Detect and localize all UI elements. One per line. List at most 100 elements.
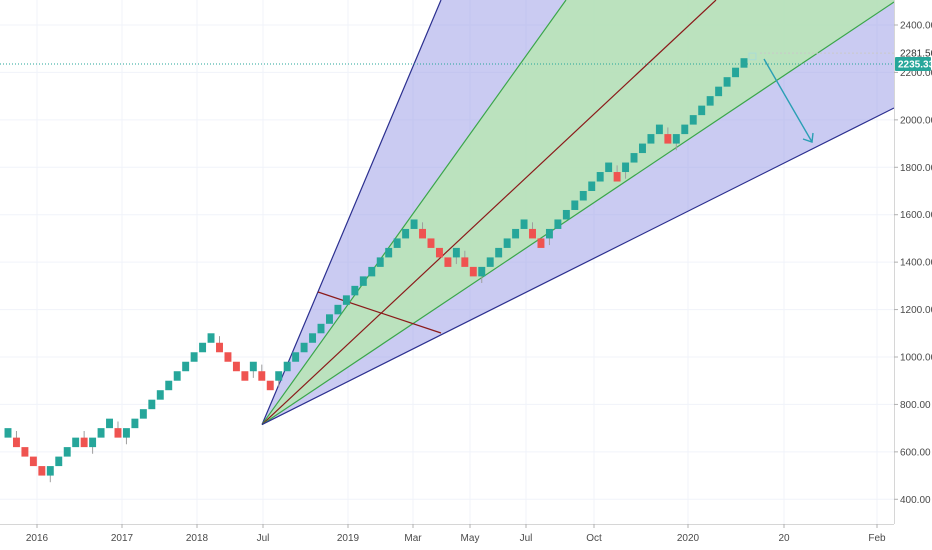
x-tick-label: Jul xyxy=(257,533,270,544)
fan-line-center[interactable] xyxy=(261,0,717,426)
y-axis[interactable]: 400.00 600.00 800.00 1000.00 1200.00 1400.00 1… xyxy=(894,0,932,550)
overlays xyxy=(0,52,894,143)
renko-brick-up xyxy=(351,285,359,296)
renko-brick-up xyxy=(596,172,604,182)
renko-brick-up xyxy=(495,247,503,258)
renko-bricks xyxy=(4,52,757,483)
fan-line-upper-outer[interactable] xyxy=(261,0,442,425)
renko-brick-up xyxy=(740,58,748,68)
renko-brick-down xyxy=(232,361,240,372)
renko-brick-up xyxy=(605,162,613,173)
y-tick-label: 1800.00 xyxy=(900,163,932,174)
renko-brick-up xyxy=(317,323,325,334)
last-price-badge-text: 2235.33 xyxy=(898,60,932,71)
renko-brick-up xyxy=(165,380,173,391)
renko-brick-up xyxy=(410,219,418,229)
renko-brick-up xyxy=(55,456,63,467)
renko-brick-up xyxy=(520,219,528,229)
renko-brick-up xyxy=(503,238,511,248)
renko-brick-down xyxy=(29,456,37,467)
renko-brick-up xyxy=(106,418,113,429)
x-tick-label: 20 xyxy=(778,533,790,544)
x-tick-label: Oct xyxy=(586,533,602,544)
renko-brick-up xyxy=(512,228,520,239)
renko-brick-pending xyxy=(748,52,757,61)
renko-brick-up xyxy=(190,352,198,362)
renko-brick-up xyxy=(97,428,105,438)
y-tick-label: 600.00 xyxy=(900,447,931,458)
renko-brick-up xyxy=(292,352,300,362)
renko-brick-down xyxy=(537,238,545,248)
fan-line-upper-inner[interactable] xyxy=(261,0,567,425)
renko-brick-down xyxy=(664,134,672,144)
renko-brick-up xyxy=(562,209,570,220)
renko-brick-up xyxy=(89,437,97,448)
renko-brick-down xyxy=(80,437,88,448)
renko-brick-up xyxy=(300,342,308,353)
y-tick-label: 2200.00 xyxy=(900,68,932,79)
renko-brick-up xyxy=(655,124,663,135)
renko-brick-up xyxy=(689,115,697,125)
renko-brick-up xyxy=(139,409,147,419)
renko-brick-up xyxy=(199,342,207,353)
renko-brick-up xyxy=(385,247,393,258)
renko-brick-down xyxy=(224,352,232,362)
renko-brick-up xyxy=(554,219,562,229)
gann-fan[interactable] xyxy=(261,0,895,426)
y-axis-panel xyxy=(894,0,932,550)
renko-brick-up xyxy=(326,314,333,324)
renko-brick-up xyxy=(249,361,257,372)
y-tick-label: 800.00 xyxy=(900,400,931,411)
x-tick-label: Feb xyxy=(868,533,886,544)
renko-brick-up xyxy=(486,257,494,267)
renko-brick-up xyxy=(545,228,553,239)
y-tick-label: 2400.00 xyxy=(900,21,932,32)
renko-brick-up xyxy=(639,143,646,154)
renko-brick-down xyxy=(216,342,223,353)
x-tick-label: May xyxy=(461,533,480,544)
renko-brick-up xyxy=(452,247,460,258)
renko-brick-up xyxy=(368,266,376,277)
renko-brick-up xyxy=(571,200,579,210)
x-axis[interactable]: 2016 2017 2018 Jul 2019 Mar May Jul Oct 2020 20 Feb xyxy=(0,524,932,550)
renko-brick-up xyxy=(732,67,740,78)
renko-brick-down xyxy=(461,257,469,267)
renko-brick-up xyxy=(342,295,350,305)
fan-cross-line[interactable] xyxy=(317,291,442,334)
renko-brick-up xyxy=(715,86,723,97)
projection-arrow[interactable] xyxy=(763,58,813,143)
renko-brick-up xyxy=(173,371,181,381)
renko-brick-up xyxy=(630,153,638,163)
renko-brick-up xyxy=(72,437,80,448)
x-axis-panel xyxy=(0,524,932,550)
renko-brick-up xyxy=(706,96,714,106)
renko-brick-down xyxy=(241,371,249,381)
renko-brick-up xyxy=(359,276,367,286)
y-tick-label: 2000.00 xyxy=(900,115,932,126)
x-tick-label: 2020 xyxy=(677,533,700,544)
x-tick-label: 2019 xyxy=(337,533,360,544)
renko-brick-up xyxy=(588,181,596,191)
renko-brick-down xyxy=(12,437,20,448)
renko-brick-up xyxy=(309,333,317,343)
renko-brick-up xyxy=(4,428,12,438)
renko-brick-down xyxy=(469,266,477,277)
renko-brick-up xyxy=(334,304,342,315)
renko-brick-up xyxy=(275,371,283,381)
renko-brick-up xyxy=(393,238,401,248)
y-tick-label: 400.00 xyxy=(900,495,931,506)
last-price-badge xyxy=(895,57,931,72)
renko-brick-down xyxy=(21,447,29,457)
renko-brick-up xyxy=(156,390,164,400)
renko-brick-up xyxy=(681,124,689,135)
renko-brick-down xyxy=(419,228,426,239)
renko-brick-up xyxy=(283,361,291,372)
fan-line-lower-outer[interactable] xyxy=(261,107,895,426)
x-tick-label: 2017 xyxy=(111,533,134,544)
x-tick-label: 2018 xyxy=(186,533,209,544)
fan-line-lower-inner[interactable] xyxy=(261,1,895,426)
renko-brick-up xyxy=(478,266,486,277)
renko-brick-up xyxy=(376,257,384,267)
renko-brick-down xyxy=(114,428,122,438)
